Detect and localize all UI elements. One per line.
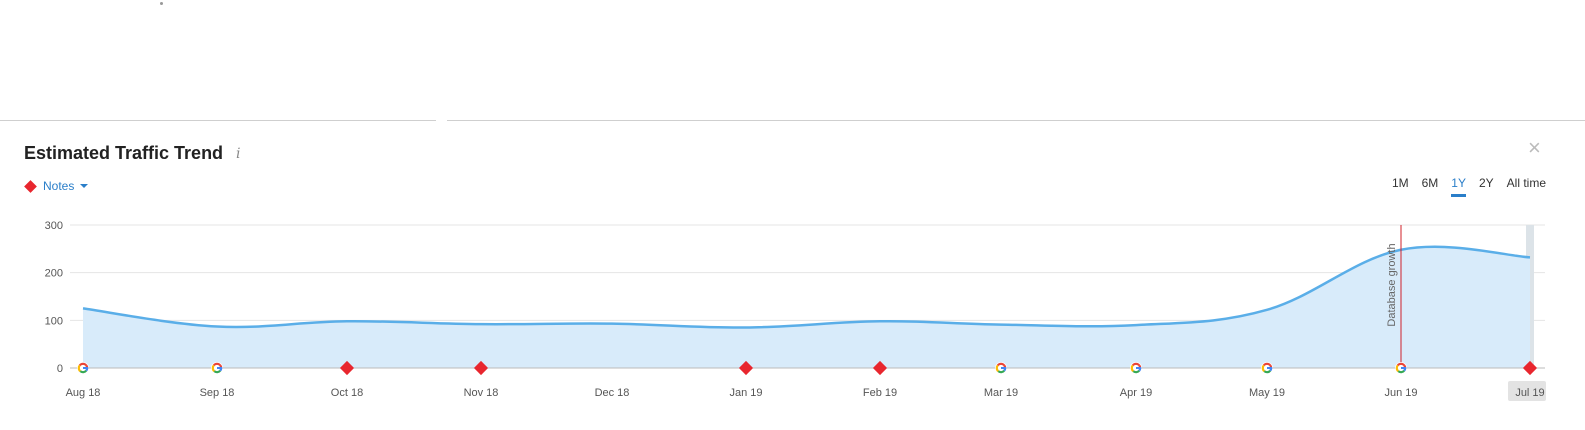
- google-icon: [1395, 362, 1407, 374]
- close-icon[interactable]: ×: [1528, 135, 1541, 160]
- x-tick-label: Mar 19: [984, 387, 1018, 399]
- y-tick-label: 300: [45, 220, 63, 232]
- note-diamond-icon: [339, 360, 355, 376]
- y-tick-label: 0: [57, 363, 63, 375]
- traffic-trend-panel: Estimated Traffic Trend i × Notes 1M 6M …: [0, 121, 1585, 430]
- range-selector: 1M 6M 1Y 2Y All time: [1392, 176, 1546, 197]
- google-icon: [995, 362, 1007, 374]
- note-diamond-icon: [473, 360, 489, 376]
- x-tick-label: Dec 18: [595, 387, 630, 399]
- x-tick-label: Nov 18: [464, 387, 499, 399]
- x-tick-label: Sep 18: [200, 387, 235, 399]
- x-tick-label: May 19: [1249, 387, 1285, 399]
- series-area: [83, 246, 1530, 368]
- google-icon: [1130, 362, 1142, 374]
- notes-label: Notes: [43, 179, 75, 193]
- loading-dot: [160, 2, 163, 5]
- google-icon: [77, 362, 89, 374]
- divider: [447, 120, 1585, 121]
- x-tick-label: Jun 19: [1384, 387, 1417, 399]
- range-all-time[interactable]: All time: [1506, 176, 1546, 190]
- info-icon[interactable]: i: [236, 146, 241, 162]
- y-tick-label: 100: [45, 315, 63, 327]
- note-diamond-icon: [738, 360, 754, 376]
- range-6m[interactable]: 6M: [1421, 176, 1439, 190]
- x-tick-label: Jul 19: [1515, 387, 1544, 399]
- google-icon: [1261, 362, 1273, 374]
- panel-title: Estimated Traffic Trend: [24, 143, 224, 163]
- x-tick-label: Aug 18: [66, 387, 101, 399]
- chevron-down-icon: [80, 184, 89, 188]
- range-1y[interactable]: 1Y: [1451, 176, 1466, 197]
- range-2y[interactable]: 2Y: [1478, 176, 1494, 190]
- top-area: [0, 0, 1585, 121]
- notes-dropdown[interactable]: Notes: [24, 179, 89, 193]
- x-tick-highlight: [1508, 381, 1546, 401]
- x-tick-label: Apr 19: [1120, 387, 1152, 399]
- note-diamond-icon: [872, 360, 888, 376]
- series-line: [82, 245, 1531, 329]
- range-1m[interactable]: 1M: [1391, 176, 1409, 190]
- annotation-label: Database growth: [1386, 243, 1398, 326]
- y-tick-label: 200: [45, 268, 63, 280]
- divider: [0, 120, 436, 121]
- x-tick-label: Oct 18: [331, 387, 363, 399]
- note-diamond-icon: [1522, 360, 1538, 376]
- google-icon: [211, 362, 223, 374]
- x-tick-label: Jan 19: [729, 387, 762, 399]
- x-tick-label: Feb 19: [863, 387, 897, 399]
